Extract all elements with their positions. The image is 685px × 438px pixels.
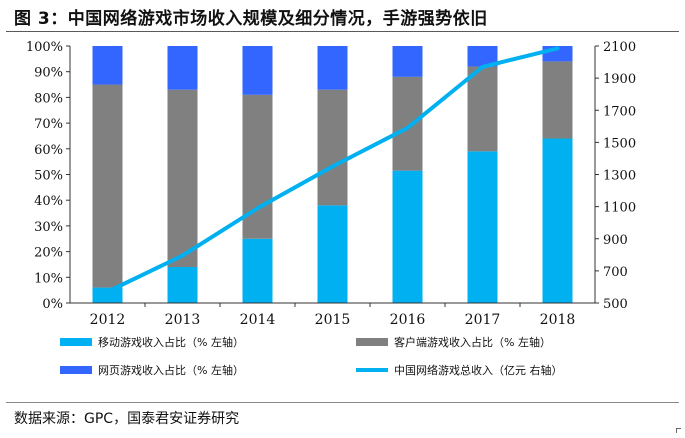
total-revenue-point-2012 <box>106 290 109 294</box>
bar-mobile-2018 <box>542 138 573 303</box>
figure-title: 图 3：中国网络游戏市场收入规模及细分情况，手游强势依旧 <box>14 9 488 29</box>
right-tick-label: 2100 <box>603 40 636 55</box>
legend-web-label: 网页游戏收入占比（% 左轴） <box>98 363 244 377</box>
left-tick-label: 60% <box>34 143 63 158</box>
bar-client-2012 <box>92 84 123 288</box>
footer-divider <box>6 402 679 403</box>
bar-web-2012 <box>92 46 123 85</box>
legend-client-label: 客户端游戏收入占比（% 左轴） <box>394 335 551 349</box>
legend-total-label: 中国网络游戏总收入（亿元 右轴） <box>394 363 563 377</box>
left-tick-label: 10% <box>34 271 63 286</box>
x-tick-label: 2016 <box>390 312 426 328</box>
left-tick-label: 0% <box>42 297 63 312</box>
bar-mobile-2016 <box>392 170 423 303</box>
line-layer <box>105 46 560 294</box>
source-note: 数据来源：GPC，国泰君安证券研究 <box>14 411 240 427</box>
legend-web-swatch <box>60 366 92 374</box>
left-tick-label: 80% <box>34 91 63 106</box>
total-revenue-point-2014 <box>256 206 259 210</box>
total-revenue-point-2017 <box>481 65 484 69</box>
total-revenue-point-2018 <box>556 46 559 50</box>
bar-web-2014 <box>242 46 273 95</box>
left-tick-label: 50% <box>34 169 63 184</box>
x-tick-label: 2013 <box>165 312 201 328</box>
bar-web-2017 <box>467 46 498 67</box>
right-tick-label: 500 <box>603 297 628 312</box>
right-tick-label: 900 <box>603 233 628 248</box>
legend: 移动游戏收入占比（% 左轴） 客户端游戏收入占比（% 左轴） 网页游戏收入占比（% … <box>60 335 563 377</box>
right-tick-label: 1300 <box>603 169 636 184</box>
right-tick-label: 1700 <box>603 104 636 119</box>
legend-mobile-swatch <box>60 338 92 346</box>
bars-layer <box>92 46 573 303</box>
left-tick-label: 90% <box>34 66 63 81</box>
bar-mobile-2017 <box>467 151 498 303</box>
chart: 0% 10% 20% 30% 40% 50% 60% 70% 80% 90% 100% 500 700 9… <box>26 40 636 377</box>
bar-client-2015 <box>317 89 348 206</box>
bar-web-2016 <box>392 46 423 77</box>
corner-mark <box>676 428 681 433</box>
x-tick-label: 2015 <box>315 312 351 328</box>
bar-mobile-2012 <box>92 287 123 303</box>
bar-client-2016 <box>392 76 423 171</box>
bar-mobile-2013 <box>167 267 198 303</box>
left-tick-label: 100% <box>26 40 63 55</box>
bar-client-2017 <box>467 66 498 152</box>
bar-client-2018 <box>542 61 573 139</box>
left-tick-label: 20% <box>34 246 63 261</box>
x-tick-label: 2012 <box>90 312 126 328</box>
bar-web-2013 <box>167 46 198 90</box>
left-tick-label: 40% <box>34 194 63 209</box>
total-revenue-point-2015 <box>331 164 334 168</box>
total-revenue-point-2013 <box>181 254 184 258</box>
bar-web-2015 <box>317 46 348 90</box>
axes-layer: 0% 10% 20% 30% 40% 50% 60% 70% 80% 90% 100% 500 700 9… <box>26 40 636 328</box>
title-divider <box>6 31 679 32</box>
left-tick-label: 30% <box>34 220 63 235</box>
right-tick-label: 1500 <box>603 136 636 151</box>
x-tick-label: 2014 <box>240 312 276 328</box>
x-tick-label: 2018 <box>540 312 576 328</box>
right-tick-label: 700 <box>603 265 628 280</box>
right-tick-label: 1900 <box>603 72 636 87</box>
bar-mobile-2014 <box>242 238 273 303</box>
bar-mobile-2015 <box>317 205 348 303</box>
left-tick-label: 70% <box>34 117 63 132</box>
legend-client-swatch <box>356 338 388 346</box>
bar-client-2013 <box>167 89 198 268</box>
x-tick-label: 2017 <box>465 312 501 328</box>
legend-mobile-label: 移动游戏收入占比（% 左轴） <box>98 335 244 349</box>
total-revenue-point-2016 <box>406 126 409 130</box>
right-tick-label: 1100 <box>603 201 636 216</box>
